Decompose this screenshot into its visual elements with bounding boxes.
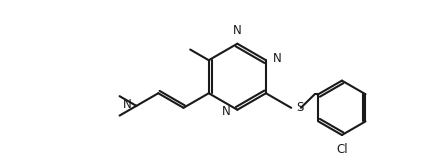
Text: N: N [233, 24, 242, 37]
Text: Cl: Cl [336, 143, 348, 156]
Text: S: S [296, 101, 304, 114]
Text: N: N [222, 105, 230, 118]
Text: N: N [123, 98, 132, 111]
Text: N: N [273, 52, 282, 65]
